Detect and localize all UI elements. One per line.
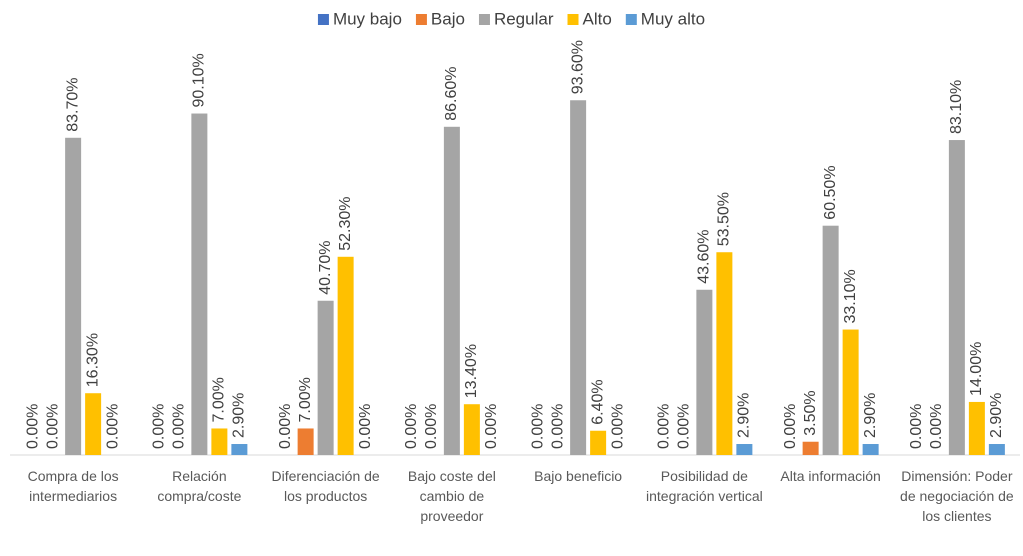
x-tick-label: Posibilidad de integración vertical	[646, 468, 763, 504]
bar	[85, 393, 102, 455]
legend-label: Muy bajo	[333, 9, 402, 28]
value-label: 2.90%	[988, 393, 1005, 438]
value-label: 86.60%	[443, 67, 460, 121]
x-tick-label: Bajo beneficio	[534, 468, 623, 484]
value-label: 7.00%	[297, 377, 314, 422]
x-tick-label: Bajo coste del cambio de proveedor	[407, 468, 496, 524]
bar	[802, 441, 819, 455]
value-label: 0.00%	[24, 404, 41, 449]
legend-swatch	[317, 14, 329, 25]
value-label: 0.00%	[656, 404, 673, 449]
value-label: 2.90%	[231, 393, 248, 438]
value-label: 7.00%	[211, 377, 228, 422]
bar	[590, 430, 607, 455]
value-label: 0.00%	[609, 404, 626, 449]
value-label: 53.50%	[716, 192, 733, 246]
value-label: 6.40%	[589, 379, 606, 424]
bar	[842, 329, 859, 455]
value-label: 0.00%	[104, 404, 121, 449]
bar	[211, 428, 228, 455]
value-label: 52.30%	[337, 197, 354, 251]
value-label: 40.70%	[317, 240, 334, 294]
value-label: 0.00%	[403, 404, 420, 449]
value-label: 43.60%	[696, 229, 713, 283]
legend-label: Regular	[494, 9, 554, 28]
bar	[443, 126, 460, 455]
bar	[463, 404, 480, 455]
value-label: 83.70%	[64, 78, 81, 132]
bar	[822, 225, 839, 455]
x-tick-label: Relación compra/coste	[157, 468, 242, 504]
bar	[191, 113, 208, 456]
value-label: 3.50%	[802, 390, 819, 435]
bar	[337, 256, 354, 455]
value-label: 0.00%	[529, 404, 546, 449]
value-label: 0.00%	[549, 404, 566, 449]
value-label: 93.60%	[569, 40, 586, 94]
bar	[948, 140, 965, 455]
bar	[736, 444, 753, 455]
legend-swatch	[415, 14, 427, 25]
value-label: 0.00%	[928, 404, 945, 449]
x-tick-label: Alta información	[780, 468, 881, 484]
x-tick-label: Diferenciación de los productos	[271, 468, 380, 504]
value-label: 0.00%	[423, 404, 440, 449]
value-label: 0.00%	[151, 404, 168, 449]
value-label: 0.00%	[357, 404, 374, 449]
value-label: 0.00%	[782, 404, 799, 449]
legend-swatch	[567, 14, 579, 25]
bar	[716, 252, 733, 455]
value-label: 0.00%	[676, 404, 693, 449]
bar	[317, 300, 334, 455]
bar	[988, 444, 1005, 455]
bar	[696, 289, 713, 455]
value-label: 0.00%	[44, 404, 61, 449]
bar	[570, 100, 587, 456]
value-label: 13.40%	[463, 344, 480, 398]
value-label: 0.00%	[171, 404, 188, 449]
bar	[862, 444, 879, 455]
value-label: 0.00%	[483, 404, 500, 449]
legend-swatch	[625, 14, 637, 25]
value-label: 0.00%	[908, 404, 925, 449]
value-label: 16.30%	[84, 333, 101, 387]
bar	[968, 401, 985, 455]
value-label: 90.10%	[191, 53, 208, 107]
value-label: 60.50%	[822, 165, 839, 219]
x-tick-label: Dimensión: Poder de negociación de los c…	[900, 468, 1014, 524]
value-label: 0.00%	[277, 404, 294, 449]
value-label: 2.90%	[736, 393, 753, 438]
bar	[297, 428, 314, 455]
value-label: 14.00%	[968, 342, 985, 396]
bar	[231, 444, 248, 455]
value-label: 83.10%	[948, 80, 965, 134]
legend-label: Bajo	[431, 9, 465, 28]
value-label: 2.90%	[862, 393, 879, 438]
value-label: 33.10%	[842, 269, 859, 323]
legend-label: Alto	[583, 9, 612, 28]
legend-label: Muy alto	[641, 9, 705, 28]
legend-swatch	[478, 14, 490, 25]
x-tick-label: Compra de los intermediarios	[27, 468, 119, 504]
bar	[65, 137, 82, 456]
